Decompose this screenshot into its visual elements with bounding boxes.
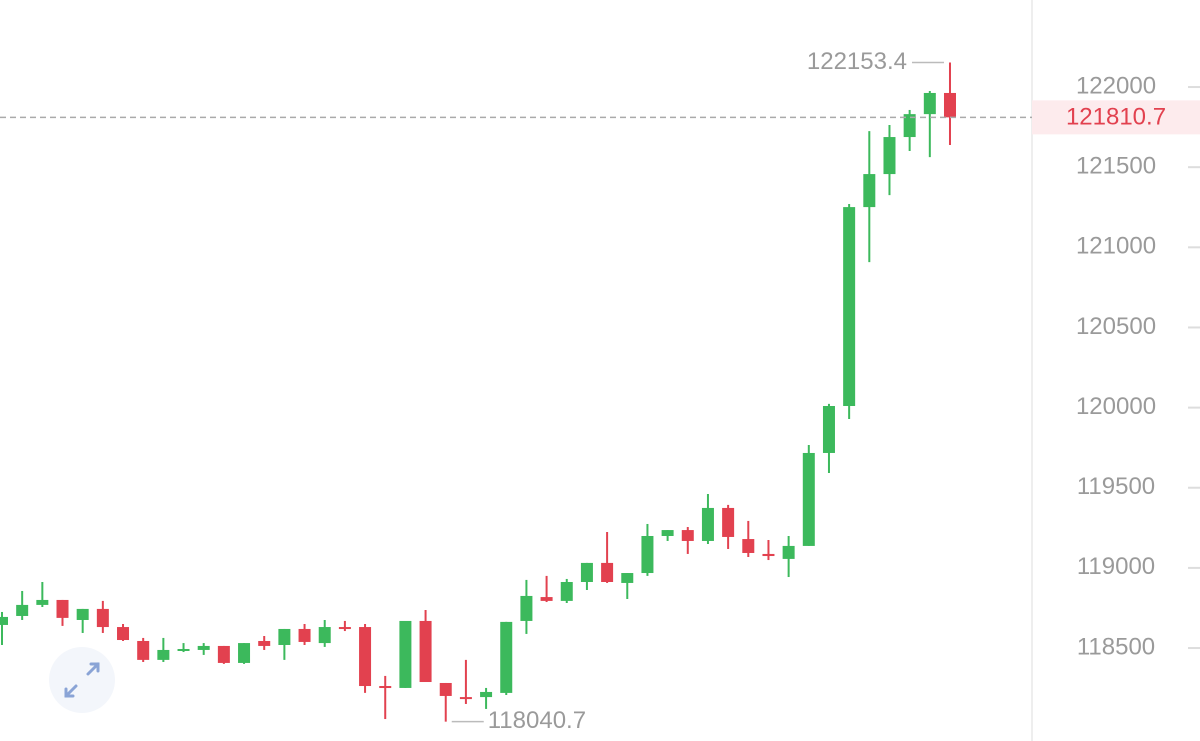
- candle-body: [802, 452, 815, 546]
- candle-body: [56, 599, 69, 618]
- last-price-label: 121810.7: [1066, 104, 1166, 131]
- candle-body: [238, 643, 251, 663]
- expand-icon: [64, 662, 100, 698]
- candle-body: [117, 627, 130, 641]
- candle-body: [419, 620, 432, 683]
- candle-body: [157, 649, 170, 660]
- candle-body: [722, 507, 735, 537]
- y-tick-label: 121500: [1076, 153, 1156, 180]
- candle-body: [36, 599, 49, 605]
- candle-body: [641, 535, 654, 574]
- candle-body: [681, 530, 694, 541]
- candle-body: [822, 406, 835, 453]
- candle-body: [278, 628, 291, 645]
- candle-body: [359, 627, 372, 687]
- candle-body: [137, 640, 150, 660]
- candle-body: [298, 628, 311, 642]
- candle-body: [782, 545, 795, 559]
- candle-body: [338, 627, 351, 630]
- candle-body: [258, 640, 271, 646]
- candle-body: [540, 597, 553, 601]
- candle-body: [96, 608, 109, 628]
- max-label: 122153.4: [807, 48, 907, 75]
- candle-body: [500, 621, 513, 693]
- candle-body: [621, 573, 634, 583]
- candle-body: [923, 92, 936, 115]
- y-tick-label: 121000: [1076, 233, 1156, 260]
- y-tick-label: 122000: [1076, 72, 1156, 99]
- y-tick-label: 120000: [1076, 393, 1156, 420]
- y-tick-label: 118500: [1077, 633, 1155, 660]
- candle-body: [742, 539, 755, 553]
- y-tick-label: 120500: [1076, 313, 1156, 340]
- expand-bg: [49, 647, 115, 713]
- candle-body: [217, 645, 230, 663]
- candle-body: [843, 207, 856, 407]
- candle-body: [197, 645, 210, 650]
- candle-body: [903, 114, 916, 138]
- min-label: 118040.7: [488, 707, 586, 734]
- candle-body: [459, 697, 472, 700]
- candle-body: [399, 620, 412, 688]
- candle-body: [76, 608, 89, 620]
- last-price-bg: [1032, 100, 1200, 135]
- candle-body: [661, 530, 674, 536]
- candle-body: [701, 507, 714, 541]
- candle-body: [580, 562, 593, 582]
- expand-button[interactable]: [49, 647, 115, 713]
- candle-body: [177, 648, 190, 651]
- candle-body: [943, 92, 956, 118]
- candle-body: [863, 174, 876, 208]
- candle-body: [560, 581, 573, 601]
- candle-body: [601, 562, 614, 582]
- candle-body: [883, 137, 896, 175]
- candle-body: [480, 691, 493, 698]
- candle-body: [0, 616, 8, 625]
- candle-body: [16, 604, 29, 616]
- candle-body: [762, 553, 775, 557]
- y-tick-label: 119500: [1077, 473, 1155, 500]
- candle-body: [318, 627, 331, 644]
- candle-body: [379, 686, 392, 689]
- y-tick-label: 119000: [1077, 553, 1155, 580]
- candle-body: [520, 595, 533, 621]
- candle-body: [439, 682, 452, 696]
